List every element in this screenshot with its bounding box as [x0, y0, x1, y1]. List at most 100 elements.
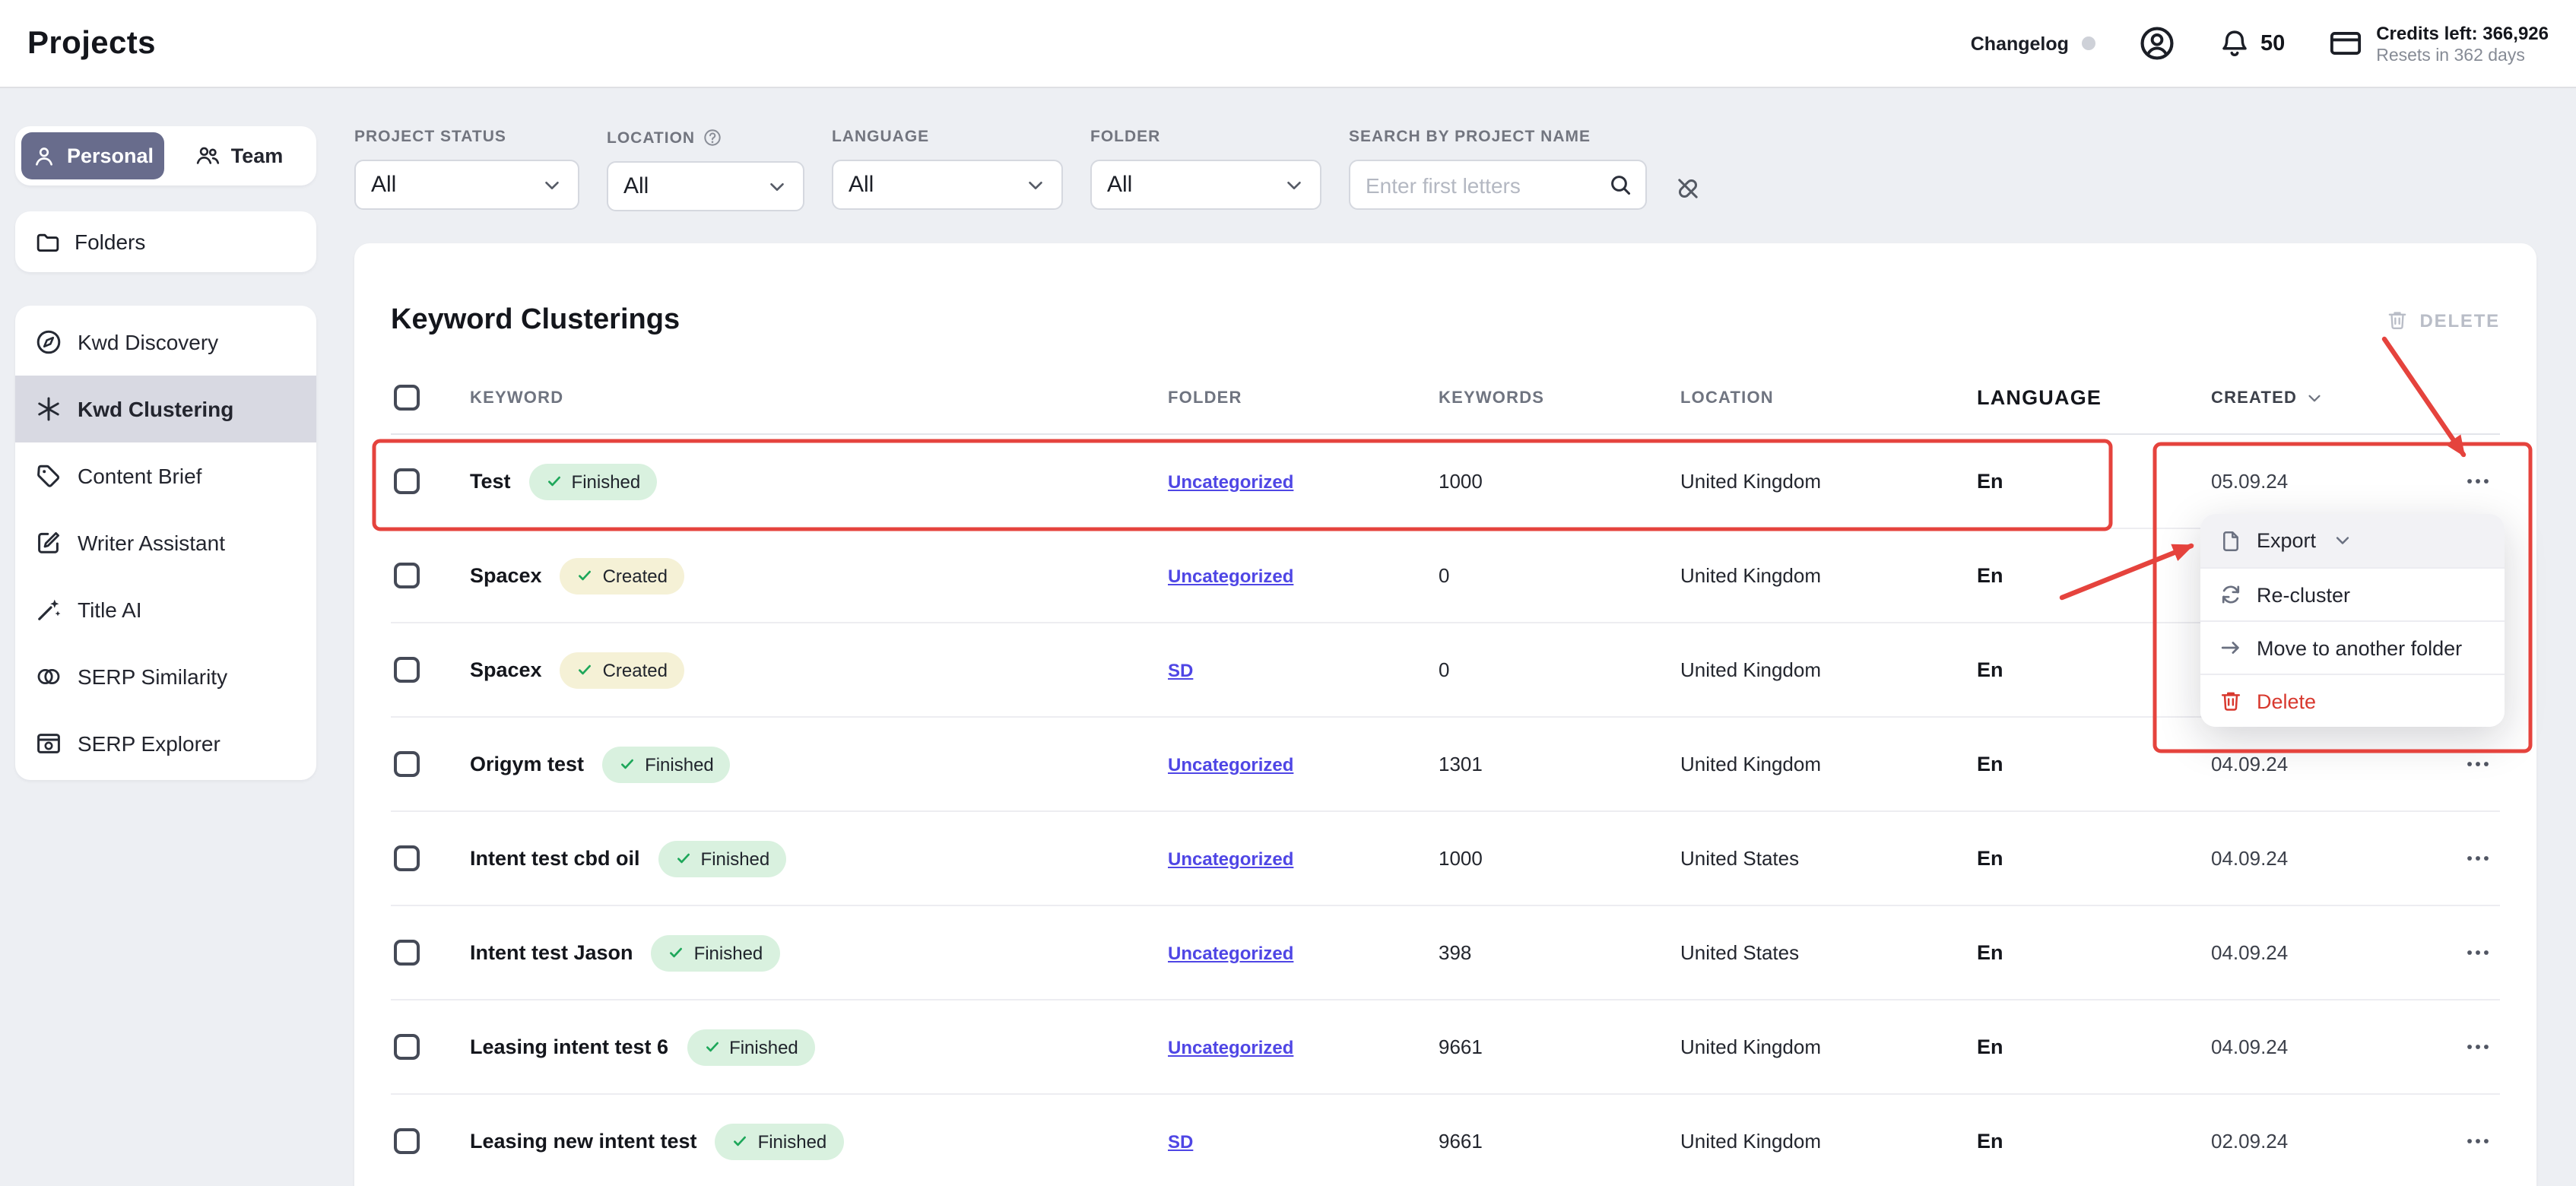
created-date: 05.09.24 — [2211, 470, 2289, 493]
row-actions-button[interactable] — [2465, 1128, 2491, 1154]
browser-icon — [35, 730, 62, 757]
sidebar-item-serp-explorer[interactable]: SERP Explorer — [15, 710, 316, 777]
folder-link[interactable]: Uncategorized — [1168, 471, 1294, 493]
changelog-button[interactable]: Changelog — [1971, 33, 2096, 54]
table-row: Leasing new intent test Finished SD 9661… — [391, 1095, 2500, 1186]
sidebar-item-kwd-discovery[interactable]: Kwd Discovery — [15, 309, 316, 376]
column-header-location: LOCATION — [1680, 388, 1774, 407]
folder-link[interactable]: Uncategorized — [1168, 848, 1294, 870]
location-value: United States — [1680, 941, 1800, 964]
filter-select[interactable]: All — [354, 160, 579, 210]
chevron-down-icon — [541, 174, 563, 195]
row-checkbox[interactable] — [394, 468, 420, 494]
row-context-menu: Export Re-cluster Move to another folder… — [2200, 514, 2505, 727]
status-label: Created — [602, 659, 668, 680]
filters-bar: PROJECT STATUS All LOCATION All LANGUAGE… — [354, 128, 1702, 211]
venn-icon — [35, 663, 62, 690]
project-name[interactable]: Leasing intent test 6 — [470, 1035, 669, 1058]
clear-filters-button[interactable] — [1674, 175, 1702, 202]
search-icon — [1607, 172, 1633, 198]
team-icon — [195, 143, 220, 169]
folder-link[interactable]: SD — [1168, 1131, 1194, 1153]
search-input[interactable] — [1349, 160, 1647, 210]
project-name[interactable]: Spacex — [470, 658, 542, 681]
page-title: Projects — [27, 25, 156, 60]
sidebar-item-content-brief[interactable]: Content Brief — [15, 442, 316, 509]
project-name[interactable]: Intent test cbd oil — [470, 847, 640, 870]
menu-item-label: Export — [2257, 529, 2317, 552]
created-date: 02.09.24 — [2211, 1130, 2289, 1153]
help-icon[interactable] — [703, 128, 722, 147]
sidebar-item-writer-assistant[interactable]: Writer Assistant — [15, 509, 316, 576]
table-row: Intent test cbd oil Finished Uncategoriz… — [391, 812, 2500, 906]
credits-left: Credits left: 366,926 — [2376, 22, 2549, 43]
menu-item-re-cluster[interactable]: Re-cluster — [2200, 567, 2505, 620]
panel-title: Keyword Clusterings — [391, 304, 680, 336]
chevron-down-icon — [2333, 531, 2352, 550]
row-checkbox[interactable] — [394, 940, 420, 966]
project-name[interactable]: Leasing new intent test — [470, 1130, 697, 1153]
row-actions-button[interactable] — [2465, 1034, 2491, 1060]
team-toggle[interactable]: Team — [167, 132, 310, 179]
status-badge: Finished — [658, 840, 787, 877]
check-icon — [703, 1039, 720, 1055]
notifications-button[interactable]: 50 — [2219, 27, 2285, 59]
row-actions-button[interactable] — [2465, 751, 2491, 777]
keywords-count: 9661 — [1439, 1130, 1483, 1153]
menu-item-move-to-another-folder[interactable]: Move to another folder — [2200, 620, 2505, 674]
check-icon — [619, 756, 636, 772]
filter-select[interactable]: All — [1090, 160, 1321, 210]
menu-item-delete[interactable]: Delete — [2200, 674, 2505, 727]
table-row: Test Finished Uncategorized 1000 United … — [391, 435, 2500, 529]
folder-link[interactable]: Uncategorized — [1168, 1037, 1294, 1058]
menu-item-label: Move to another folder — [2257, 636, 2463, 659]
link-slash-icon — [1674, 175, 1702, 202]
table-row: Leasing intent test 6 Finished Uncategor… — [391, 1000, 2500, 1095]
credits-summary[interactable]: Credits left: 366,926 Resets in 362 days — [2327, 22, 2549, 65]
row-checkbox[interactable] — [394, 657, 420, 683]
select-all-checkbox[interactable] — [394, 385, 420, 411]
menu-item-export[interactable]: Export — [2200, 514, 2505, 567]
row-actions-button[interactable] — [2465, 940, 2491, 966]
location-value: United Kingdom — [1680, 658, 1821, 681]
trash-icon — [2219, 689, 2243, 713]
tag-icon — [35, 462, 62, 490]
filter-select[interactable]: All — [832, 160, 1063, 210]
sidebar-item-serp-similarity[interactable]: SERP Similarity — [15, 643, 316, 710]
project-name[interactable]: Intent test Jason — [470, 941, 633, 964]
check-icon — [668, 944, 685, 961]
sidebar-nav: Kwd Discovery Kwd Clustering Content Bri… — [15, 306, 316, 780]
pencil-square-icon — [35, 529, 62, 557]
folder-link[interactable]: Uncategorized — [1168, 566, 1294, 587]
folder-link[interactable]: Uncategorized — [1168, 754, 1294, 775]
personal-toggle[interactable]: Personal — [21, 132, 164, 179]
sidebar-item-title-ai[interactable]: Title AI — [15, 576, 316, 643]
topbar-actions: Changelog 50 Credits left: 366,926 Reset… — [1971, 22, 2549, 65]
changelog-status-dot — [2082, 36, 2096, 50]
folders-button[interactable]: Folders — [15, 211, 316, 272]
project-name[interactable]: Test — [470, 470, 511, 493]
keywords-count: 9661 — [1439, 1035, 1483, 1058]
folder-link[interactable]: Uncategorized — [1168, 943, 1294, 964]
folder-icon — [35, 229, 61, 255]
bulk-delete-button[interactable]: DELETE — [2387, 309, 2501, 338]
sidebar-item-kwd-clustering[interactable]: Kwd Clustering — [15, 376, 316, 442]
row-checkbox[interactable] — [394, 1128, 420, 1154]
project-name[interactable]: Spacex — [470, 564, 542, 587]
row-checkbox[interactable] — [394, 751, 420, 777]
created-date: 04.09.24 — [2211, 1035, 2289, 1058]
filter-select[interactable]: All — [607, 161, 804, 211]
row-checkbox[interactable] — [394, 1034, 420, 1060]
status-label: Finished — [645, 753, 714, 775]
column-header-keyword: KEYWORD — [470, 388, 564, 407]
column-header-created[interactable]: CREATED — [2199, 388, 2412, 407]
row-checkbox[interactable] — [394, 563, 420, 588]
row-checkbox[interactable] — [394, 845, 420, 871]
row-actions-button[interactable] — [2465, 468, 2491, 494]
keywords-count: 1301 — [1439, 753, 1483, 775]
project-name[interactable]: Origym test — [470, 753, 585, 775]
folder-link[interactable]: SD — [1168, 660, 1194, 681]
filter-location: LOCATION All — [607, 128, 804, 211]
row-actions-button[interactable] — [2465, 845, 2491, 871]
account-icon[interactable] — [2139, 24, 2177, 62]
